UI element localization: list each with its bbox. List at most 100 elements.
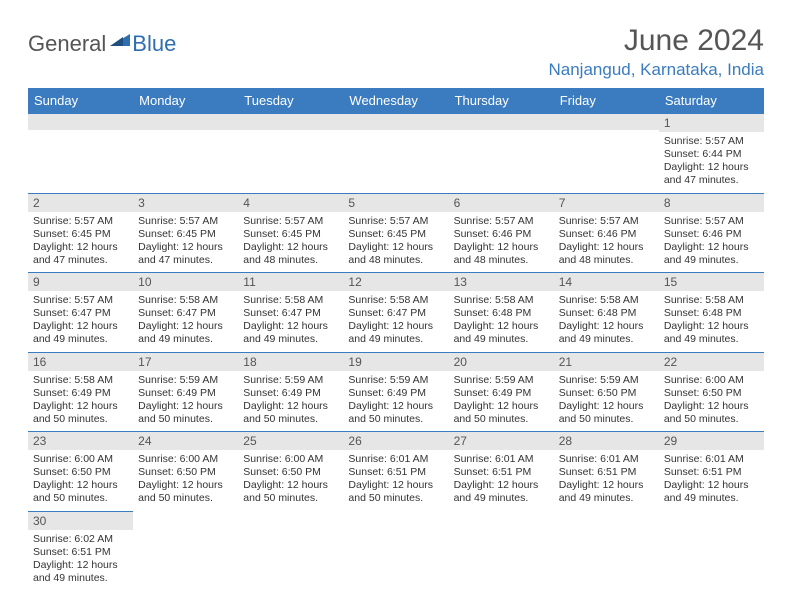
day-body: Sunrise: 5:57 AMSunset: 6:45 PMDaylight:… bbox=[238, 212, 343, 273]
day-number-bar: 21 bbox=[554, 353, 659, 371]
day-body: Sunrise: 6:01 AMSunset: 6:51 PMDaylight:… bbox=[659, 450, 764, 511]
sunset-text: Sunset: 6:49 PM bbox=[454, 387, 549, 400]
day-number-bar: 29 bbox=[659, 432, 764, 450]
day-number-bar: 11 bbox=[238, 273, 343, 291]
day-number-bar: 18 bbox=[238, 353, 343, 371]
day-body bbox=[133, 130, 238, 182]
day-cell bbox=[343, 114, 448, 194]
sunrise-text: Sunrise: 5:59 AM bbox=[138, 374, 233, 387]
sunrise-text: Sunrise: 5:57 AM bbox=[454, 215, 549, 228]
header: General Blue June 2024 Nanjangud, Karnat… bbox=[28, 24, 764, 80]
logo: General Blue bbox=[28, 30, 176, 57]
day-number-bar: 25 bbox=[238, 432, 343, 450]
day-number-bar: 24 bbox=[133, 432, 238, 450]
sunset-text: Sunset: 6:45 PM bbox=[138, 228, 233, 241]
week-row: 30Sunrise: 6:02 AMSunset: 6:51 PMDayligh… bbox=[28, 511, 764, 590]
daylight-text-2: and 49 minutes. bbox=[243, 333, 338, 346]
sunset-text: Sunset: 6:48 PM bbox=[454, 307, 549, 320]
day-number-bar: 2 bbox=[28, 194, 133, 212]
day-body: Sunrise: 5:57 AMSunset: 6:46 PMDaylight:… bbox=[659, 212, 764, 273]
daylight-text-2: and 47 minutes. bbox=[664, 174, 759, 187]
daylight-text-1: Daylight: 12 hours bbox=[559, 479, 654, 492]
day-number: 13 bbox=[454, 275, 467, 289]
day-header-row: SundayMondayTuesdayWednesdayThursdayFrid… bbox=[28, 88, 764, 114]
sunrise-text: Sunrise: 5:57 AM bbox=[664, 135, 759, 148]
day-cell: 4 Sunrise: 5:57 AMSunset: 6:45 PMDaylight… bbox=[238, 193, 343, 273]
daylight-text-1: Daylight: 12 hours bbox=[33, 241, 128, 254]
daylight-text-2: and 48 minutes. bbox=[559, 254, 654, 267]
sunset-text: Sunset: 6:49 PM bbox=[348, 387, 443, 400]
day-number-bar: 10 bbox=[133, 273, 238, 291]
day-cell: 27Sunrise: 6:01 AMSunset: 6:51 PMDayligh… bbox=[449, 432, 554, 512]
sunrise-text: Sunrise: 5:58 AM bbox=[664, 294, 759, 307]
day-number-bar: 23 bbox=[28, 432, 133, 450]
daylight-text-2: and 49 minutes. bbox=[348, 333, 443, 346]
sunrise-text: Sunrise: 5:57 AM bbox=[348, 215, 443, 228]
calendar-table: SundayMondayTuesdayWednesdayThursdayFrid… bbox=[28, 88, 764, 590]
daylight-text-1: Daylight: 12 hours bbox=[33, 479, 128, 492]
daylight-text-2: and 50 minutes. bbox=[243, 492, 338, 505]
day-cell: 26Sunrise: 6:01 AMSunset: 6:51 PMDayligh… bbox=[343, 432, 448, 512]
day-number: 6 bbox=[454, 196, 461, 210]
day-cell bbox=[554, 114, 659, 194]
day-cell: 21Sunrise: 5:59 AMSunset: 6:50 PMDayligh… bbox=[554, 352, 659, 432]
day-number-bar: 7 bbox=[554, 194, 659, 212]
logo-text-blue: Blue bbox=[132, 31, 176, 57]
day-cell bbox=[449, 511, 554, 590]
daylight-text-1: Daylight: 12 hours bbox=[664, 400, 759, 413]
day-body bbox=[343, 130, 448, 182]
daylight-text-2: and 49 minutes. bbox=[664, 254, 759, 267]
day-cell: 1Sunrise: 5:57 AMSunset: 6:44 PMDaylight… bbox=[659, 114, 764, 194]
day-number: 3 bbox=[138, 196, 145, 210]
daylight-text-1: Daylight: 12 hours bbox=[348, 320, 443, 333]
sunrise-text: Sunrise: 6:00 AM bbox=[138, 453, 233, 466]
sunset-text: Sunset: 6:49 PM bbox=[33, 387, 128, 400]
daylight-text-2: and 49 minutes. bbox=[454, 333, 549, 346]
daylight-text-2: and 50 minutes. bbox=[138, 413, 233, 426]
daylight-text-1: Daylight: 12 hours bbox=[664, 320, 759, 333]
day-body bbox=[28, 130, 133, 182]
day-number: 8 bbox=[664, 196, 671, 210]
daylight-text-2: and 50 minutes. bbox=[138, 492, 233, 505]
daylight-text-1: Daylight: 12 hours bbox=[138, 479, 233, 492]
day-header: Sunday bbox=[28, 88, 133, 114]
daylight-text-1: Daylight: 12 hours bbox=[138, 241, 233, 254]
sunset-text: Sunset: 6:47 PM bbox=[138, 307, 233, 320]
day-number-bar bbox=[28, 114, 133, 130]
day-cell bbox=[28, 114, 133, 194]
day-number: 10 bbox=[138, 275, 151, 289]
sunset-text: Sunset: 6:51 PM bbox=[664, 466, 759, 479]
day-number: 21 bbox=[559, 355, 572, 369]
day-number-bar: 4 bbox=[238, 194, 343, 212]
day-body: Sunrise: 5:57 AMSunset: 6:45 PMDaylight:… bbox=[343, 212, 448, 273]
daylight-text-2: and 48 minutes. bbox=[454, 254, 549, 267]
daylight-text-2: and 50 minutes. bbox=[664, 413, 759, 426]
day-number: 22 bbox=[664, 355, 677, 369]
day-cell: 11Sunrise: 5:58 AMSunset: 6:47 PMDayligh… bbox=[238, 273, 343, 353]
day-body: Sunrise: 5:58 AMSunset: 6:47 PMDaylight:… bbox=[133, 291, 238, 352]
day-header: Monday bbox=[133, 88, 238, 114]
daylight-text-2: and 49 minutes. bbox=[33, 572, 128, 585]
day-cell: 3Sunrise: 5:57 AMSunset: 6:45 PMDaylight… bbox=[133, 193, 238, 273]
daylight-text-2: and 49 minutes. bbox=[454, 492, 549, 505]
sunset-text: Sunset: 6:45 PM bbox=[348, 228, 443, 241]
sunrise-text: Sunrise: 5:58 AM bbox=[454, 294, 549, 307]
day-number-bar: 12 bbox=[343, 273, 448, 291]
sunset-text: Sunset: 6:48 PM bbox=[559, 307, 654, 320]
day-cell bbox=[659, 511, 764, 590]
sunset-text: Sunset: 6:50 PM bbox=[33, 466, 128, 479]
title-block: June 2024 Nanjangud, Karnataka, India bbox=[549, 24, 765, 80]
day-body: Sunrise: 6:02 AMSunset: 6:51 PMDaylight:… bbox=[28, 530, 133, 591]
daylight-text-2: and 50 minutes. bbox=[33, 413, 128, 426]
day-body: Sunrise: 5:58 AMSunset: 6:48 PMDaylight:… bbox=[449, 291, 554, 352]
sunset-text: Sunset: 6:46 PM bbox=[559, 228, 654, 241]
day-body: Sunrise: 5:58 AMSunset: 6:49 PMDaylight:… bbox=[28, 371, 133, 432]
daylight-text-2: and 49 minutes. bbox=[138, 333, 233, 346]
sunrise-text: Sunrise: 6:00 AM bbox=[243, 453, 338, 466]
daylight-text-1: Daylight: 12 hours bbox=[559, 400, 654, 413]
day-number: 4 bbox=[243, 196, 250, 210]
day-cell: 6Sunrise: 5:57 AMSunset: 6:46 PMDaylight… bbox=[449, 193, 554, 273]
day-number: 9 bbox=[33, 275, 40, 289]
sunrise-text: Sunrise: 5:57 AM bbox=[33, 215, 128, 228]
day-number-bar: 5 bbox=[343, 194, 448, 212]
